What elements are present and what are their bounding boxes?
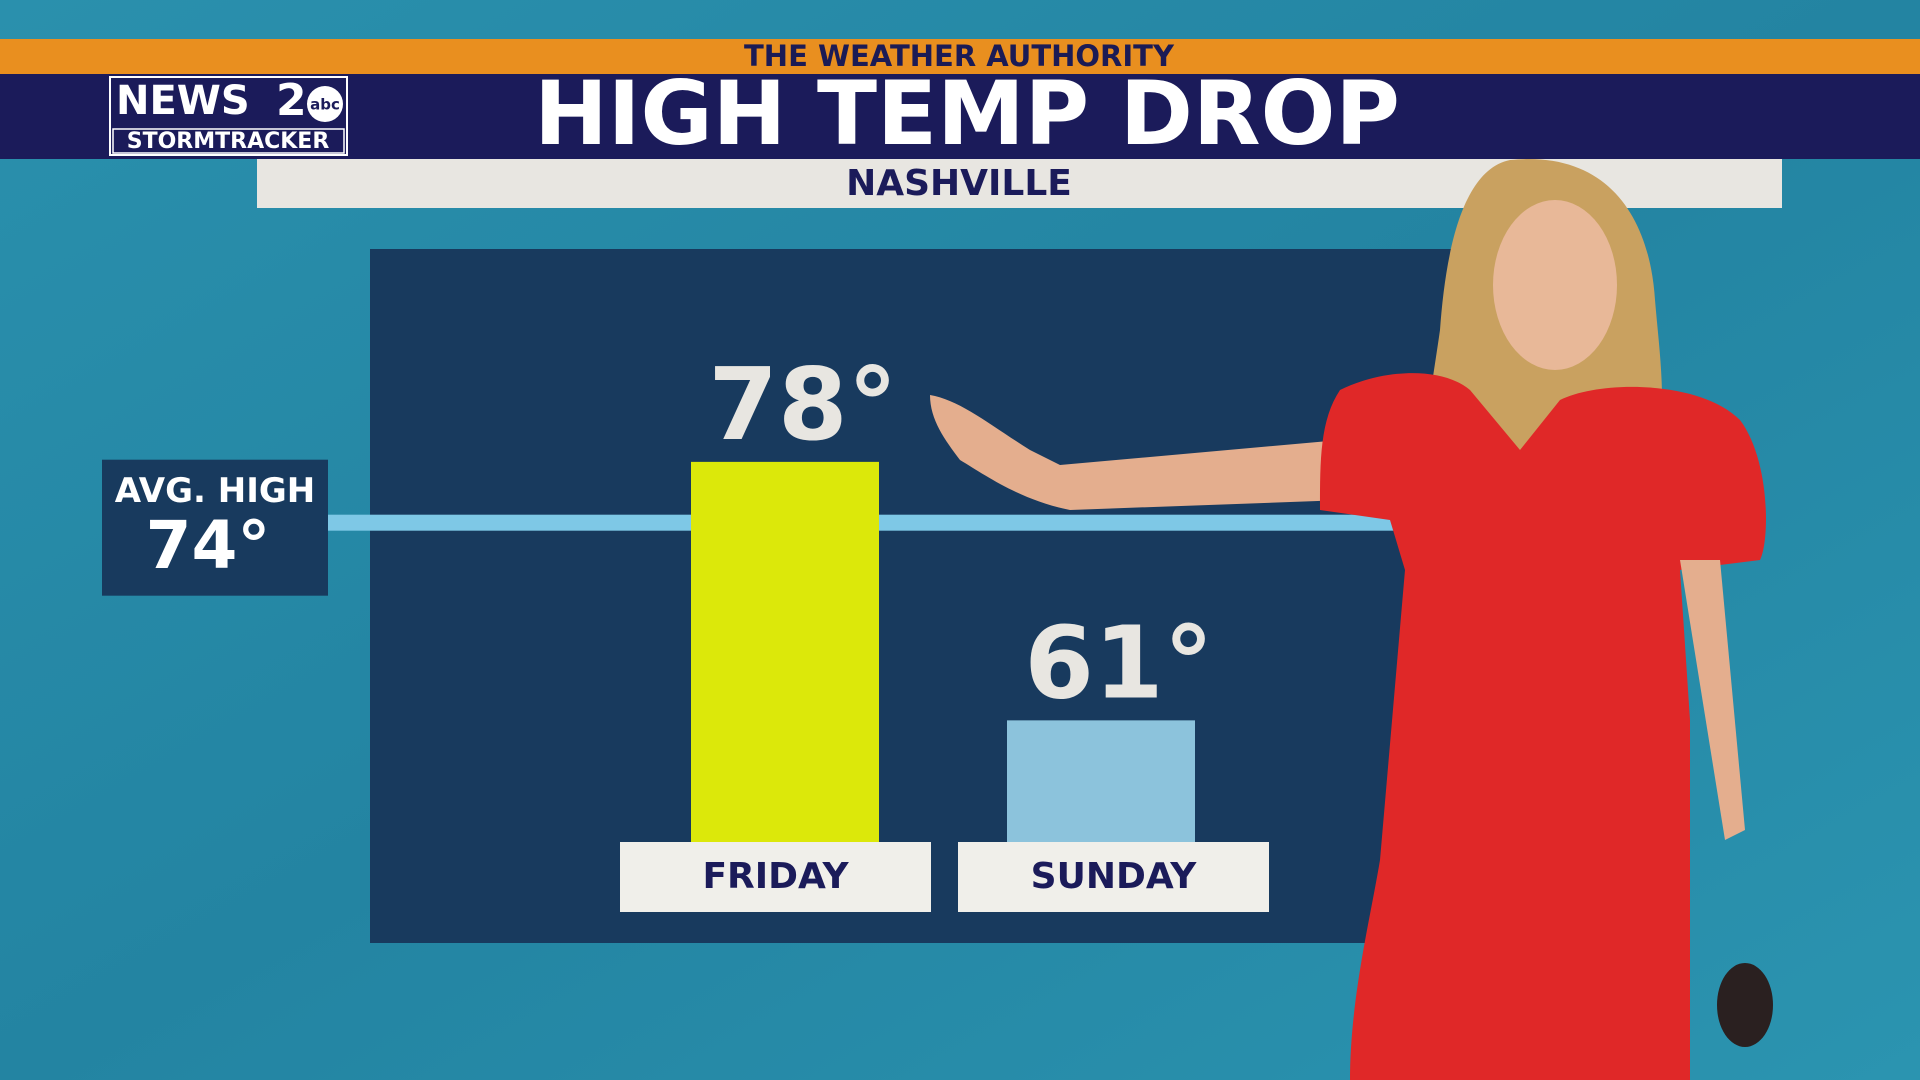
bar: [1007, 720, 1195, 842]
title: HIGH TEMP DROP: [534, 62, 1400, 165]
logo-news: NEWS: [116, 78, 250, 124]
category-box: [620, 842, 931, 912]
logo-network-circle: [307, 86, 343, 122]
value-label: 61°: [1024, 605, 1213, 722]
category-label: SUNDAY: [1031, 856, 1198, 897]
chart-panel: [370, 249, 1488, 943]
logo-sub-box: [112, 128, 345, 154]
reference-label: AVG. HIGH: [115, 471, 315, 511]
category-label: FRIDAY: [702, 856, 849, 897]
value-label: 78°: [708, 346, 897, 463]
presenter: [930, 159, 1773, 1080]
bar: [691, 461, 879, 842]
reference-box: [102, 459, 328, 596]
category-box: [958, 842, 1269, 912]
logo-stormtracker: STORMTRACKER: [127, 129, 330, 154]
logo-network: abc: [310, 96, 340, 114]
tagline-bar: [0, 39, 1920, 74]
reference-value-label: 74°: [146, 507, 271, 584]
tagline: THE WEATHER AUTHORITY: [744, 39, 1175, 73]
logo-number: 2: [276, 75, 307, 126]
subtitle: NASHVILLE: [846, 163, 1072, 204]
